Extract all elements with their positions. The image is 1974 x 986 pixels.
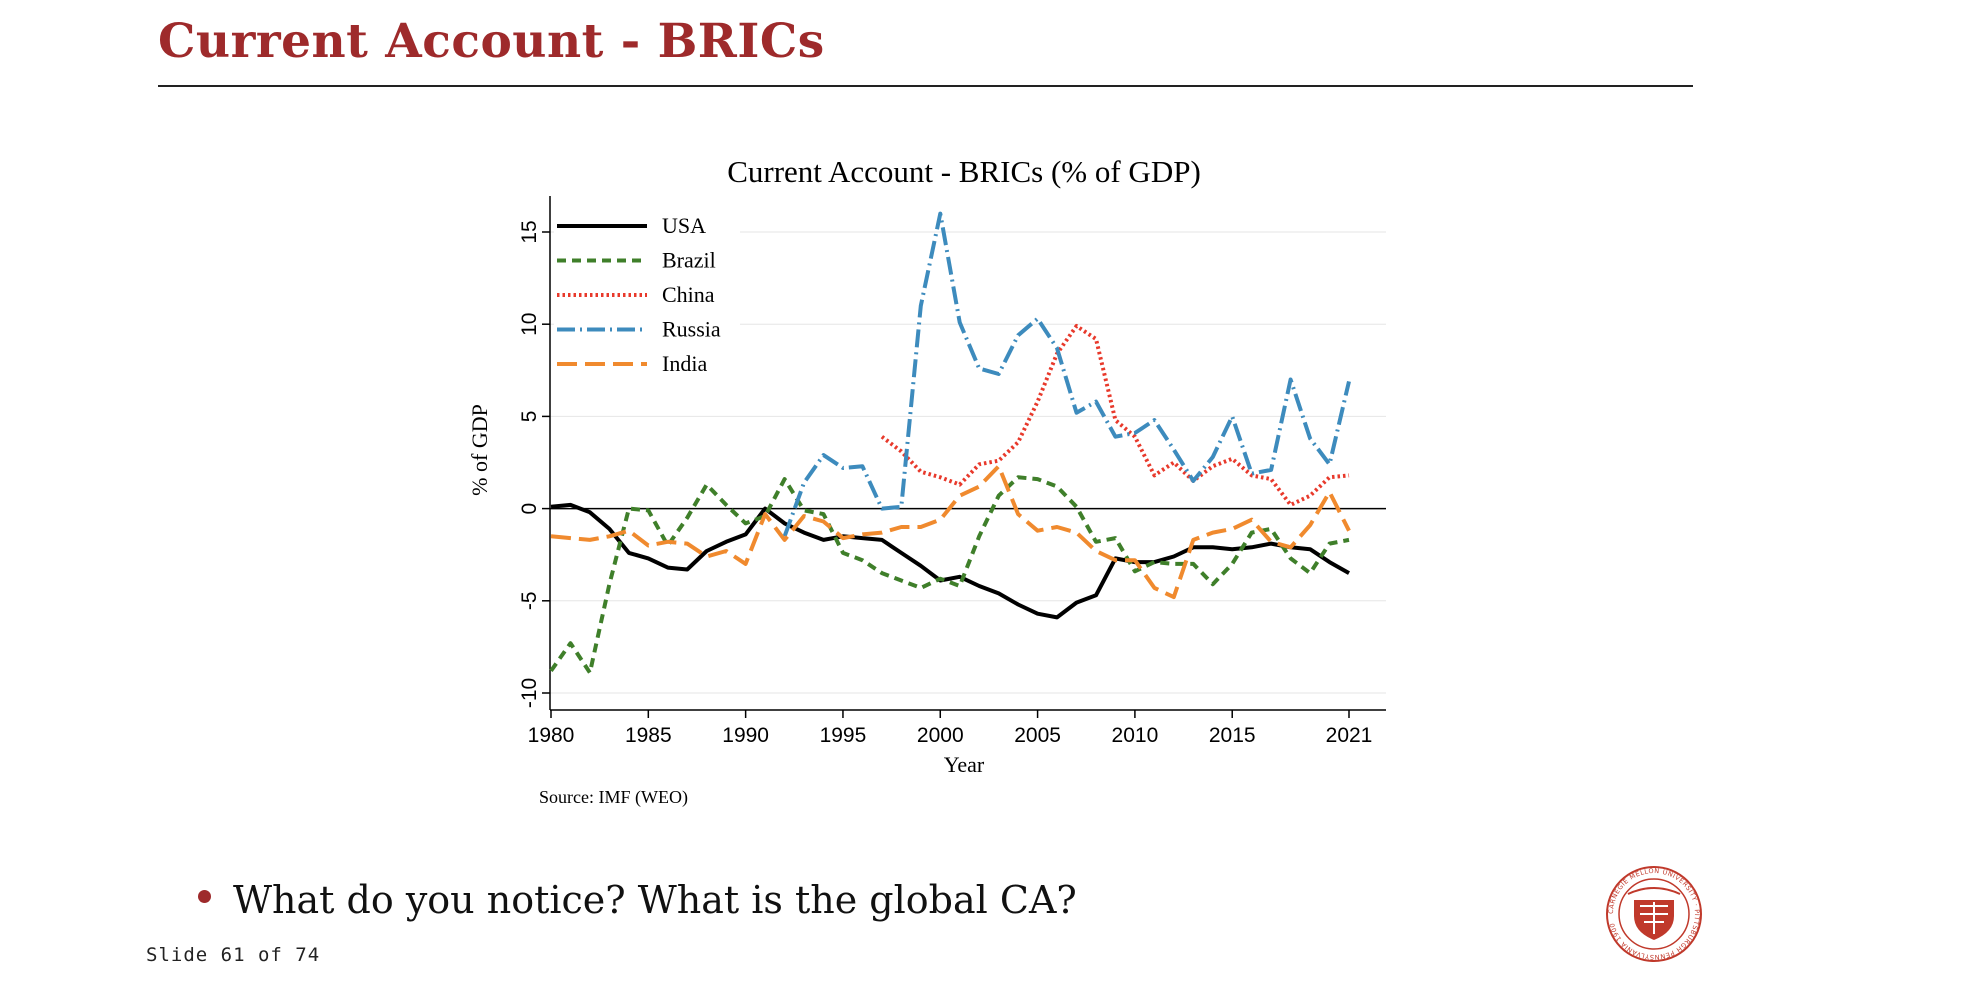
bullet-dot-icon — [198, 889, 211, 903]
y-tick-label: 0 — [518, 503, 541, 515]
bullet-item: What do you notice? What is the global C… — [198, 878, 1077, 922]
y-tick-label: 15 — [518, 220, 541, 243]
series-line-russia — [782, 211, 1351, 537]
x-tick-label: 1980 — [528, 724, 575, 747]
chart-title: Current Account - BRICs (% of GDP) — [727, 154, 1201, 189]
axes: -10 -5 0 5 10 15 1980 1985 1990 1995 2000 2005 2010 2… — [518, 196, 1386, 747]
x-tick-label: 1990 — [722, 724, 769, 747]
x-tick-label: 1985 — [625, 724, 672, 747]
series-line-china — [880, 324, 1350, 507]
y-tick-label: 5 — [518, 411, 541, 423]
series-line-usa — [550, 502, 1350, 620]
x-tick-label: 2015 — [1209, 724, 1256, 747]
y-tick-label: -5 — [518, 591, 541, 610]
x-tick-label: 2005 — [1014, 724, 1061, 747]
series-lines — [549, 211, 1351, 675]
x-tick-label: 2000 — [917, 724, 964, 747]
title-divider — [158, 85, 1693, 87]
y-tick-label: 10 — [518, 313, 541, 336]
legend-label-china: China — [662, 282, 715, 307]
legend-label-india: India — [662, 351, 707, 376]
x-tick-label: 2010 — [1112, 724, 1159, 747]
legend-label-usa: USA — [662, 213, 706, 238]
y-axis-label: % of GDP — [467, 404, 492, 496]
slide-number: Slide 61 of 74 — [146, 944, 321, 966]
series-line-brazil — [549, 475, 1350, 675]
legend-label-brazil: Brazil — [662, 248, 716, 273]
source-note: Source: IMF (WEO) — [539, 787, 688, 808]
x-tick-label: 1995 — [820, 724, 867, 747]
series-line-india — [550, 464, 1351, 600]
x-tick-label: 2021 — [1326, 724, 1373, 747]
x-axis-label: Year — [944, 752, 985, 777]
legend-label-russia: Russia — [662, 317, 721, 342]
y-tick-label: -10 — [518, 678, 541, 708]
legend: USA Brazil China Russia India — [554, 206, 740, 382]
slide-title: Current Account - BRICs — [158, 14, 825, 69]
bullet-text: What do you notice? What is the global C… — [233, 878, 1077, 922]
university-seal-icon: CARNEGIE MELLON UNIVERSITY · PITTSBURGH … — [1606, 866, 1702, 962]
